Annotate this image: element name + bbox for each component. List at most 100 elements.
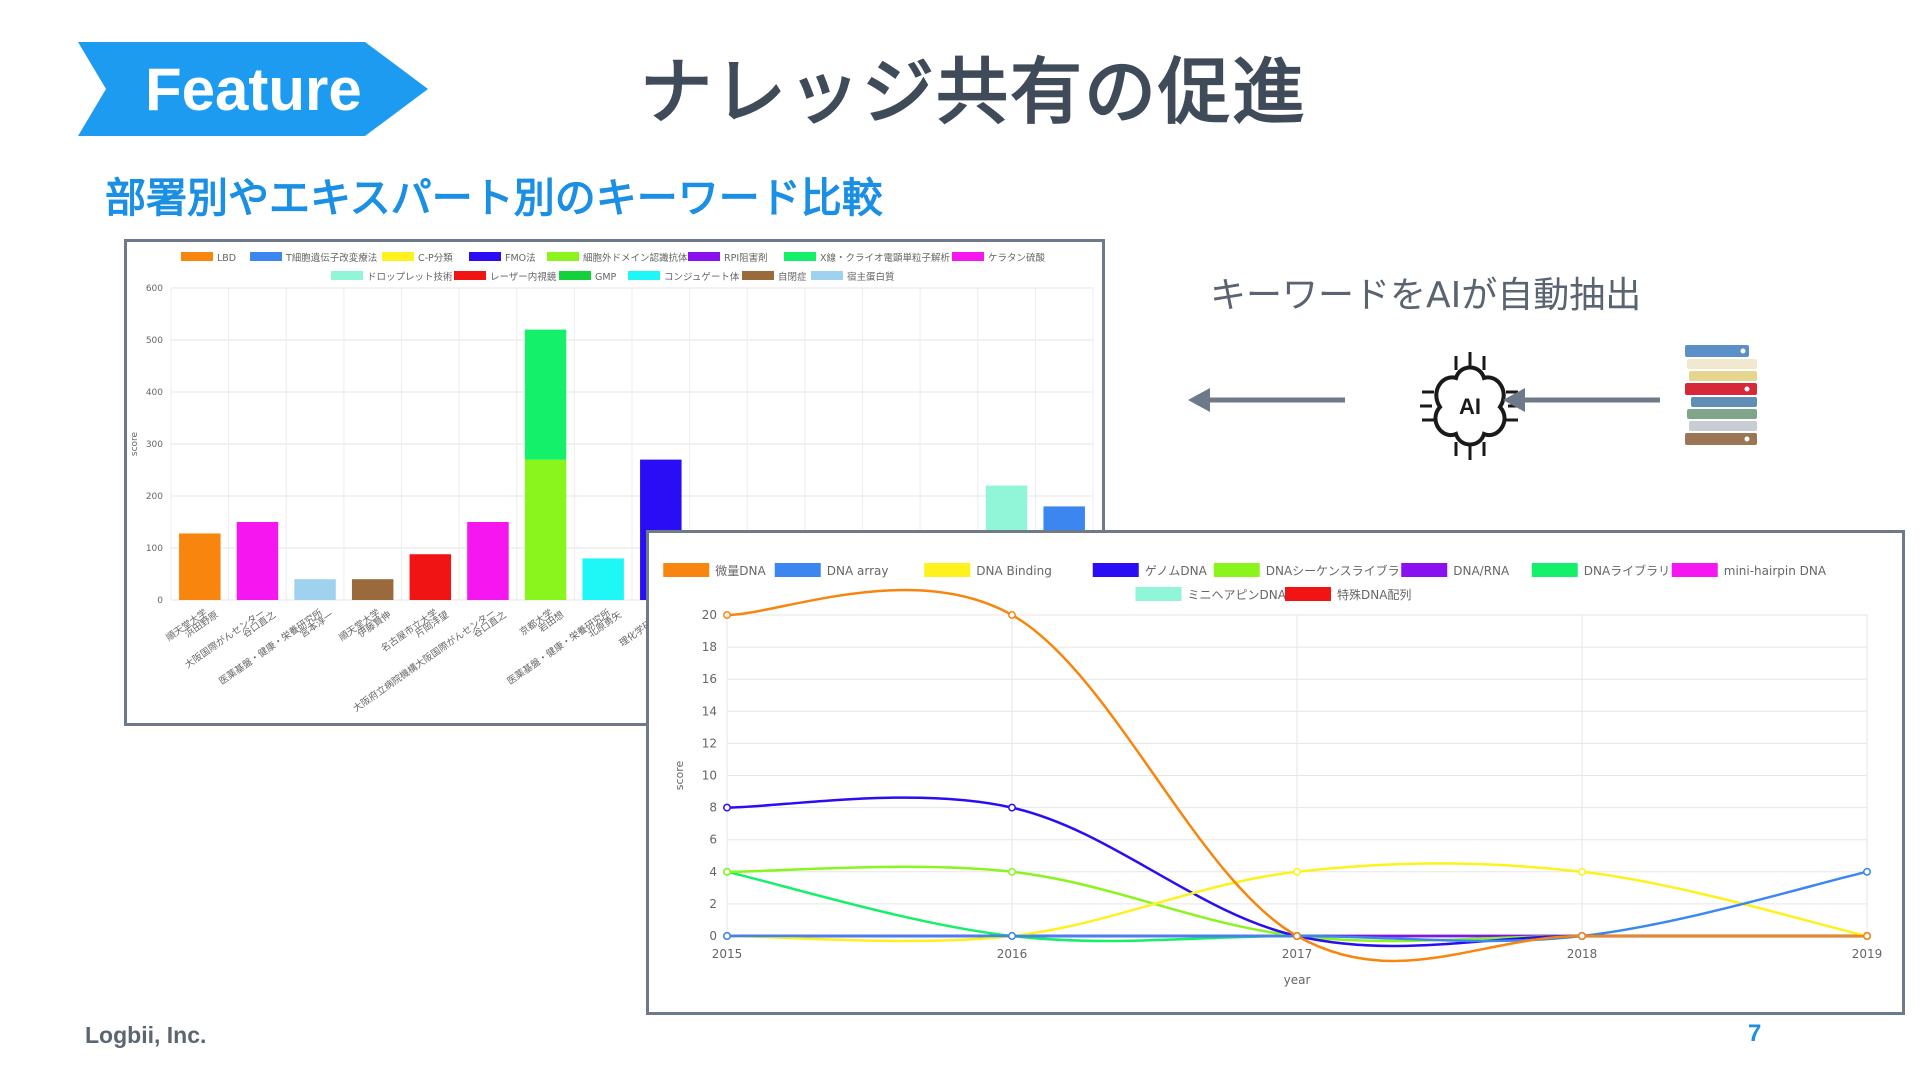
legend-swatch [663, 563, 710, 577]
legend-swatch [1135, 587, 1182, 601]
legend-label: コンジュゲート体 [664, 271, 740, 283]
legend-swatch [742, 271, 774, 280]
line-chart: 微量DNA DNA array DNA Binding ゲノムDNA DNAシーケンスラ… [663, 563, 1883, 987]
data-point [1008, 932, 1016, 940]
data-point [1578, 867, 1586, 876]
y-tick-label: 8 [709, 801, 717, 815]
data-point [723, 803, 731, 812]
legend-label: GMP [595, 272, 617, 283]
legend-label: DNA Binding [976, 564, 1052, 578]
legend-label: DNAシーケンスライブラリ [1266, 563, 1412, 578]
y-tick-label: 20 [702, 608, 717, 622]
y-tick-label: 0 [157, 596, 163, 606]
bar [409, 554, 452, 600]
document-binders-icon [1685, 345, 1757, 445]
data-point [1008, 867, 1016, 876]
legend-swatch [1092, 563, 1139, 577]
data-point [1293, 932, 1301, 940]
x-tick-label: 2018 [1567, 947, 1598, 961]
y-tick-label: 600 [146, 284, 163, 294]
bar [294, 579, 336, 600]
y-tick-label: 6 [709, 833, 717, 847]
legend-swatch [1213, 563, 1260, 577]
y-tick-label: 12 [702, 736, 717, 750]
bar [351, 579, 394, 600]
bar [582, 558, 624, 600]
y-tick-label: 14 [702, 704, 717, 718]
y-tick-label: 0 [709, 929, 717, 943]
legend-swatch [784, 252, 816, 261]
data-point [1293, 867, 1301, 876]
data-point [723, 867, 731, 876]
legend-label: ゲノムDNA [1145, 564, 1208, 578]
legend-label: mini-hairpin DNA [1724, 564, 1827, 578]
data-point [1863, 932, 1871, 940]
arrow-left-icon [1188, 388, 1345, 412]
legend-swatch [924, 563, 971, 577]
x-axis-label: year [1284, 973, 1311, 987]
series-line [726, 588, 1867, 963]
data-point [723, 611, 731, 619]
legend-label: FMO法 [505, 252, 536, 264]
data-point [1008, 611, 1016, 619]
legend-label: ケラタン硫酸 [988, 252, 1046, 264]
y-tick-label: 400 [146, 388, 163, 398]
legend-label: 特殊DNA配列 [1337, 587, 1411, 602]
x-tick-label: 2015 [712, 947, 743, 961]
y-tick-label: 18 [702, 640, 717, 654]
data-point [1008, 803, 1016, 812]
legend-swatch [628, 271, 660, 280]
x-tick-label: 2016 [997, 947, 1028, 961]
bar [179, 533, 221, 600]
legend-label: T細胞遺伝子改変療法 [285, 252, 377, 264]
feature-badge-label: Feature [145, 56, 362, 123]
bar [467, 522, 509, 600]
legend-swatch [250, 252, 282, 261]
extraction-flow: AI [1188, 345, 1757, 460]
bar [236, 522, 279, 600]
legend-swatch [811, 271, 843, 280]
legend-swatch [547, 252, 579, 261]
legend-label: DNA/RNA [1453, 564, 1510, 578]
y-tick-label: 200 [146, 492, 163, 502]
legend-label: RPI阻害剤 [724, 252, 768, 264]
data-point [1578, 932, 1586, 940]
ai-label: AI [1459, 394, 1481, 419]
company-name: Logbii, Inc. [85, 1022, 207, 1048]
page-number: 7 [1748, 1020, 1762, 1047]
y-tick-label: 10 [702, 769, 717, 783]
legend-swatch [469, 252, 501, 261]
legend-swatch [331, 271, 363, 280]
keyword-extraction-caption: キーワードをAIが自動抽出 [1210, 275, 1642, 316]
legend-label: レーザー内視鏡 [490, 271, 557, 283]
legend-label: 自閉症 [778, 271, 807, 283]
y-tick-label: 4 [709, 865, 717, 879]
ai-brain-icon: AI [1420, 352, 1520, 460]
legend-swatch [181, 252, 213, 261]
y-tick-label: 100 [146, 544, 163, 554]
legend-swatch [1401, 563, 1448, 577]
feature-badge [78, 42, 428, 136]
legend-label: 細胞外ドメイン認識抗体 [583, 252, 688, 264]
legend-label: DNAライブラリ [1584, 563, 1670, 578]
x-tick-label: 2019 [1852, 947, 1883, 961]
y-tick-label: 16 [702, 672, 717, 686]
legend-swatch [382, 252, 414, 261]
y-tick-label: 300 [146, 440, 163, 450]
y-axis-label: score [673, 760, 686, 790]
arrow-left-icon [1503, 388, 1660, 412]
y-axis-label: score [130, 431, 140, 456]
legend-label: LBD [217, 253, 236, 264]
legend-swatch [952, 252, 984, 261]
bar [524, 459, 567, 600]
legend-swatch [688, 252, 720, 261]
legend-swatch [1671, 563, 1718, 577]
legend-label: 微量DNA [715, 564, 766, 578]
data-point [1863, 867, 1871, 876]
page-title: ナレッジ共有の促進 [640, 50, 1307, 134]
line-chart-panel: 微量DNA DNA array DNA Binding ゲノムDNA DNAシーケンスラ… [646, 530, 1905, 1015]
y-tick-label: 2 [709, 897, 717, 911]
bar [524, 329, 567, 460]
legend-label: 宿主蛋白質 [847, 271, 895, 283]
x-tick-label: 2017 [1282, 947, 1313, 961]
